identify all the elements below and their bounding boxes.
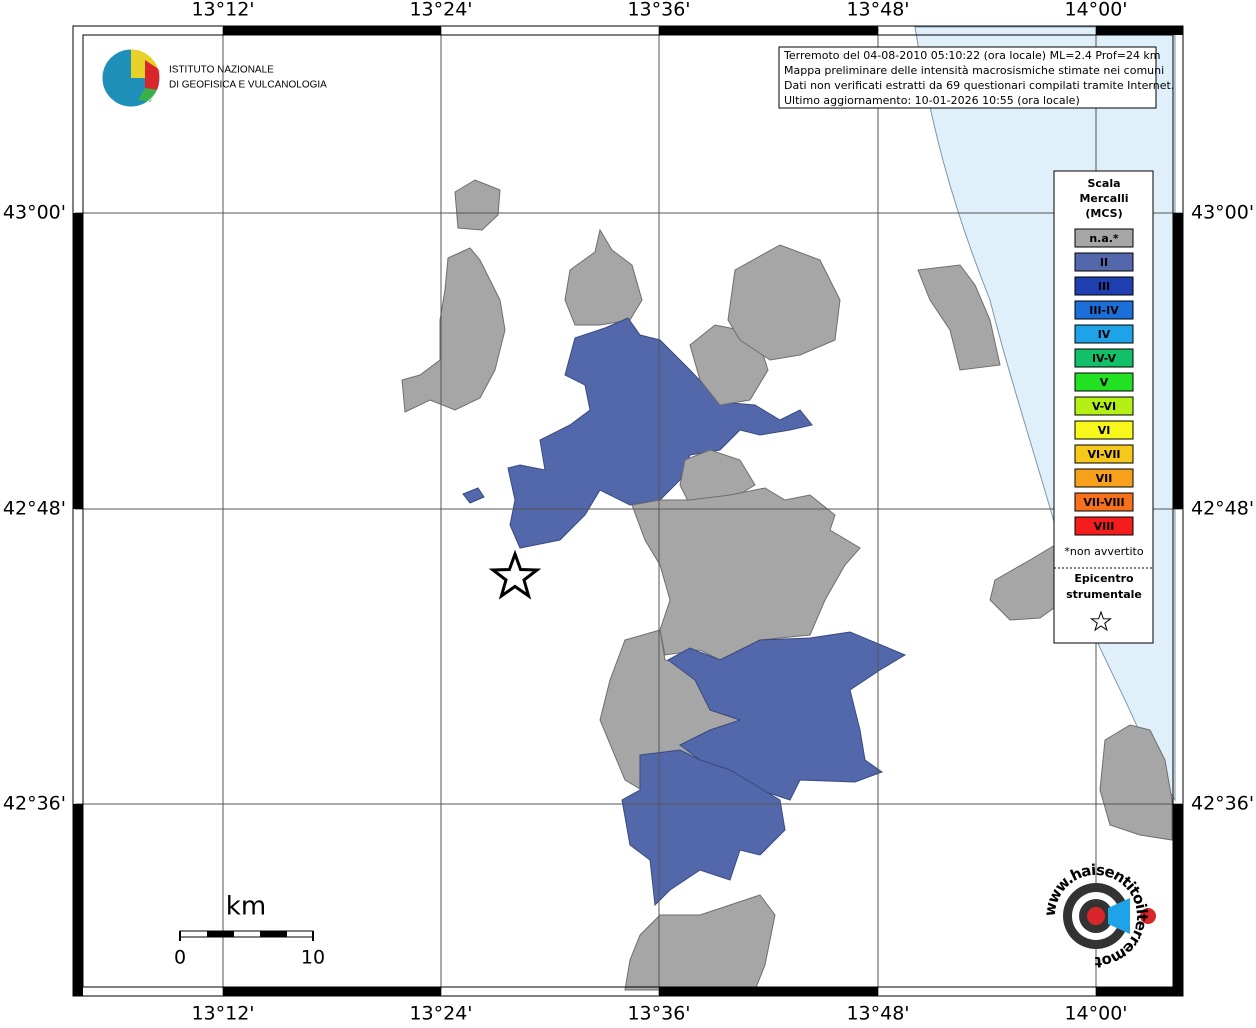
legend-label: IV: [1098, 328, 1111, 341]
lon-label: 13°48': [846, 0, 909, 21]
legend-label: n.a.*: [1089, 232, 1119, 245]
legend-title: Scala: [1087, 177, 1120, 190]
legend-swatch: [1074, 396, 1134, 416]
lat-label: 43°00': [3, 202, 66, 224]
info-line: Mappa preliminare delle intensità macros…: [784, 64, 1164, 77]
logo-text: ISTITUTO NAZIONALE: [169, 65, 274, 76]
legend-label: IV-V: [1092, 352, 1117, 365]
legend-label: VI: [1098, 424, 1111, 437]
scale-unit: km: [226, 892, 266, 922]
legend-label: V-VI: [1092, 400, 1116, 413]
lat-label: 42°36': [1191, 793, 1254, 815]
lon-label: 13°12': [191, 0, 254, 21]
legend-swatch: [1074, 444, 1134, 464]
legend-title: Mercalli: [1079, 192, 1128, 205]
legend-swatch: [1074, 492, 1134, 512]
lon-label: 13°12': [191, 1003, 254, 1025]
legend-swatch: [1074, 516, 1134, 536]
scale-end: 10: [301, 947, 325, 969]
legend-label: VII: [1096, 472, 1113, 485]
legend: ScalaMercalli(MCS)n.a.*IIIIIIII-IVIVIV-V…: [1074, 177, 1134, 536]
legend-label: II: [1100, 256, 1108, 269]
lat-label: 43°00': [1191, 202, 1254, 224]
frame: [72, 25, 1184, 997]
legend-swatch: [1074, 324, 1134, 344]
scale-start: 0: [174, 947, 186, 969]
legend-label: VII-VIII: [1083, 496, 1124, 509]
epicenter: [488, 549, 542, 600]
legend-swatch: [1074, 228, 1134, 248]
legend-swatch: [1074, 276, 1134, 296]
scale-bar: km 0 10: [174, 892, 325, 969]
lat-label: 42°48': [3, 498, 66, 520]
legend-label: III: [1098, 280, 1110, 293]
info-line: Terremoto del 04-08-2010 05:10:22 (ora l…: [783, 49, 1161, 62]
lon-label: 13°36': [627, 0, 690, 21]
legend-swatch: [1074, 372, 1134, 392]
graticule: [75, 27, 1182, 995]
legend-title: (MCS): [1085, 207, 1122, 220]
info-line: Ultimo aggiornamento: 10-01-2026 10:55 (…: [784, 94, 1080, 107]
lon-label: 13°48': [846, 1003, 909, 1025]
legend-note: *non avvertito: [1064, 545, 1143, 558]
legend-epicenter: strumentale: [1066, 588, 1142, 601]
legend-swatch: [1074, 300, 1134, 320]
lat-label: 42°48': [1191, 498, 1254, 520]
legend-swatch: [1074, 348, 1134, 368]
logo-text: DI GEOFISICA E VULCANOLOGIA: [169, 80, 327, 91]
lon-label: 13°24': [409, 0, 472, 21]
legend-label: VI-VII: [1087, 448, 1120, 461]
ingv-logo: ISTITUTO NAZIONALE DI GEOFISICA E VULCAN…: [101, 48, 327, 108]
info-lines: Terremoto del 04-08-2010 05:10:22 (ora l…: [783, 49, 1174, 107]
legend-label: V: [1100, 376, 1109, 389]
lat-label: 42°36': [3, 793, 66, 815]
legend-swatch: [1074, 468, 1134, 488]
municipalities: [401, 179, 1173, 991]
legend-swatch: [1074, 252, 1134, 272]
lon-label: 14°00': [1064, 1003, 1127, 1025]
legend-label: III-IV: [1089, 304, 1119, 317]
legend-epicenter: Epicentro: [1074, 572, 1134, 585]
legend-star: [1090, 610, 1112, 632]
info-line: Dati non verificati estratti da 69 quest…: [784, 79, 1174, 92]
graticule-labels: 13°12' 13°24' 13°36' 13°48' 14°00' 13°12…: [3, 0, 1254, 1025]
lon-label: 13°36': [627, 1003, 690, 1025]
lon-label: 14°00': [1064, 0, 1127, 21]
info-box: [778, 46, 1157, 109]
lon-label: 13°24': [409, 1003, 472, 1025]
legend-label: VIII: [1094, 520, 1115, 533]
legend-swatch: [1074, 420, 1134, 440]
